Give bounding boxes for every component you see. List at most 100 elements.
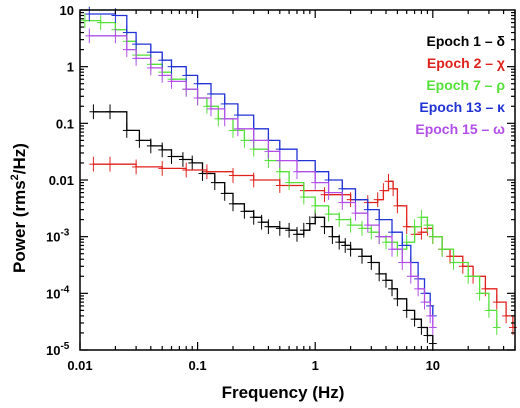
series-1-point — [220, 186, 229, 201]
series-5-point — [249, 133, 258, 148]
series-3-point — [358, 221, 366, 236]
x-tick-label: 0.01 — [67, 358, 92, 373]
series-2-point — [229, 168, 237, 183]
series-1-point — [417, 320, 426, 335]
series-4 — [85, 6, 437, 324]
series-2-point — [379, 183, 388, 198]
x-tick-label: 0.1 — [189, 358, 207, 373]
series-1-point — [135, 133, 144, 148]
series-2-point — [384, 173, 393, 189]
series-1-point — [346, 241, 355, 257]
series-2-point — [275, 178, 284, 193]
series-5-point — [122, 42, 131, 57]
series-2-point — [158, 161, 167, 176]
x-tick-label: 1 — [312, 358, 319, 373]
series-5-point — [275, 153, 284, 168]
series-2-point — [320, 187, 329, 203]
series-3-point — [285, 175, 294, 190]
series-1-point — [305, 216, 314, 231]
series-5-point — [311, 175, 320, 190]
series-2-point — [492, 294, 501, 310]
series-2-point — [502, 308, 511, 324]
legend-entry-3: Epoch 7 – ρ — [426, 77, 505, 93]
series-layer — [80, 6, 517, 351]
series-3-point — [410, 219, 419, 235]
legend-entry-2: Epoch 2 – χ — [427, 55, 505, 71]
series-2-point — [89, 156, 98, 172]
series-1-point — [393, 291, 402, 307]
series-4-point — [85, 6, 94, 22]
series-1-point — [275, 221, 284, 236]
y-tick-label: 10-5 — [46, 341, 70, 358]
series-1 — [89, 104, 437, 351]
x-tick-label: 10 — [426, 358, 440, 373]
series-1-point — [375, 266, 384, 282]
series-1-point — [423, 328, 432, 343]
ticks-layer — [79, 9, 516, 351]
series-2-point — [389, 181, 398, 197]
series-1-point — [299, 222, 308, 238]
legend: Epoch 1 – δ Epoch 2 – χ Epoch 7 – ρ Epoch 1… — [415, 33, 505, 137]
y-tick-label-base: 10 — [46, 343, 60, 358]
legend-entry-4: Epoch 13 – κ — [419, 99, 505, 115]
series-5-point — [420, 294, 429, 310]
series-3-point — [484, 303, 493, 318]
series-1-point — [240, 203, 249, 219]
series-1-point — [89, 104, 98, 120]
series-2-point — [106, 156, 114, 172]
series-1-point — [341, 238, 350, 253]
y-tick-label-exponent: -4 — [60, 284, 69, 295]
series-3-point — [475, 285, 484, 301]
series-1-point — [367, 255, 376, 270]
series-4-point — [158, 52, 167, 68]
series-5-point — [426, 308, 435, 324]
series-5-point — [375, 229, 384, 245]
y-tick-label: 10-3 — [46, 228, 70, 245]
series-1-point — [229, 196, 237, 212]
series-5-point — [338, 195, 347, 210]
series-1-point — [198, 166, 207, 181]
y-axis-title-tail: /Hz) — [10, 143, 29, 174]
series-3-point — [492, 320, 501, 335]
series-3-point — [80, 13, 89, 28]
series-1-point — [328, 229, 337, 245]
series-2-point — [481, 281, 490, 297]
series-5-point — [293, 164, 301, 180]
y-axis-title: Power (rms2/Hz) — [9, 143, 29, 273]
series-1-point — [146, 138, 155, 154]
y-tick-label-base: 10 — [46, 286, 60, 301]
series-4-line — [89, 13, 434, 316]
series-3-point — [96, 15, 105, 30]
series-3-point — [428, 229, 437, 245]
series-5-line — [89, 35, 434, 328]
y-axis-title-sup: 2 — [9, 174, 21, 180]
series-5-point — [264, 143, 273, 159]
series-5-point — [85, 28, 94, 44]
y-tick-label-exponent: -3 — [60, 228, 69, 239]
series-3-point — [324, 206, 333, 222]
series-5-point — [146, 60, 155, 76]
series-3-point — [417, 209, 426, 225]
series-1-point — [285, 222, 294, 238]
series-2-point — [249, 172, 258, 188]
series-1-point — [335, 234, 344, 250]
y-tick-label: 0.1 — [56, 116, 74, 131]
series-4-point — [167, 59, 176, 75]
series-3-point — [464, 268, 473, 284]
series-5-point — [398, 255, 407, 270]
legend-entry-1: Epoch 1 – δ — [426, 33, 505, 49]
series-1-point — [158, 142, 167, 158]
series-1-point — [257, 214, 266, 230]
series-3-point — [438, 241, 447, 257]
series-1-point — [167, 149, 176, 164]
series-4-point — [182, 68, 191, 83]
series-2-point — [373, 192, 382, 208]
series-5-point — [351, 205, 360, 221]
y-tick-label-base: 10 — [46, 230, 60, 245]
series-1-point — [388, 281, 396, 297]
series-3-point — [299, 189, 308, 205]
series-1-point — [264, 219, 273, 235]
series-5-point — [428, 320, 437, 335]
series-3-point — [240, 133, 249, 148]
